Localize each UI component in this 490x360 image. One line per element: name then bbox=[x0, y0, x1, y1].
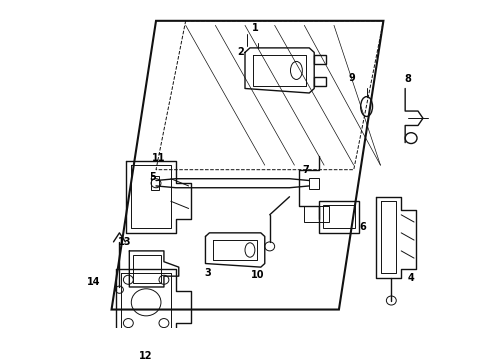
Bar bbox=[314, 55, 326, 64]
Text: 12: 12 bbox=[139, 351, 153, 360]
Text: 13: 13 bbox=[118, 237, 131, 247]
Text: 7: 7 bbox=[302, 165, 309, 175]
Bar bbox=[309, 178, 319, 189]
Text: 1: 1 bbox=[251, 23, 258, 33]
Text: 4: 4 bbox=[408, 273, 415, 283]
Bar bbox=[323, 205, 355, 228]
Text: 3: 3 bbox=[204, 269, 211, 278]
Bar bbox=[319, 201, 359, 233]
Text: 6: 6 bbox=[359, 221, 366, 231]
Text: 9: 9 bbox=[348, 73, 355, 83]
Bar bbox=[314, 77, 326, 86]
Text: 14: 14 bbox=[87, 278, 100, 288]
Text: 10: 10 bbox=[251, 270, 265, 280]
Text: 8: 8 bbox=[405, 75, 412, 85]
Bar bbox=[151, 176, 159, 190]
Text: 11: 11 bbox=[152, 153, 166, 163]
Text: 2: 2 bbox=[238, 48, 245, 57]
Text: 5: 5 bbox=[149, 172, 156, 182]
Bar bbox=[133, 255, 161, 283]
Bar bbox=[304, 206, 329, 222]
